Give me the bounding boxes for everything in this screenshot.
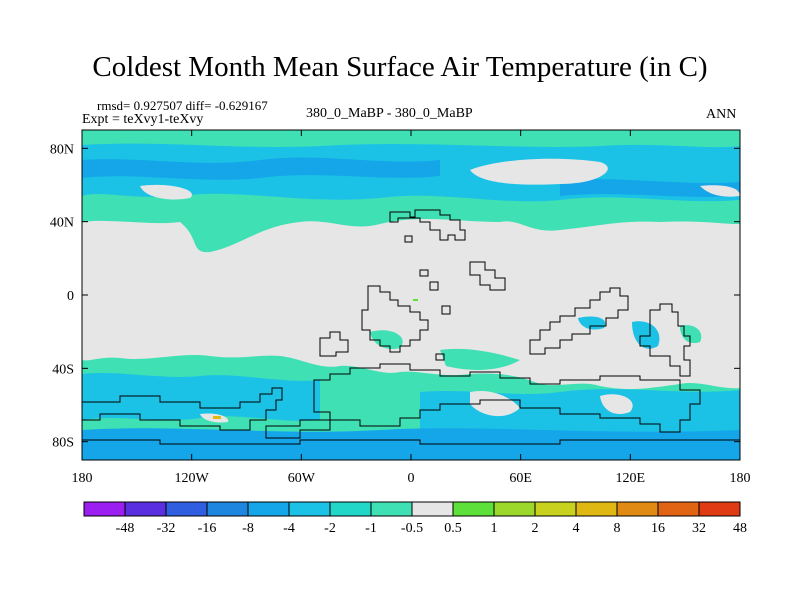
colorbar-swatch (329, 501, 372, 517)
outline-south-america-tip (319, 331, 349, 357)
y-tick-label: 40S (52, 362, 74, 377)
colorbar-swatch (452, 501, 495, 517)
outline-asia-se (529, 287, 629, 355)
colorbar-label: 48 (733, 521, 747, 536)
x-tick-label: 120W (175, 471, 210, 486)
field-northern-dark-strip (82, 157, 440, 180)
x-tick-label: 60E (509, 471, 532, 486)
outline-peninsula (265, 419, 331, 439)
colorbar-label: -32 (157, 521, 176, 536)
colorbar-label: -0.5 (401, 521, 423, 536)
outline-small-island-1 (419, 269, 429, 277)
colorbar-label: 16 (651, 521, 665, 536)
outline-small-island-2 (429, 281, 439, 291)
colorbar-swatch (575, 501, 618, 517)
colorbar-label: 1 (491, 521, 498, 536)
outline-small-island-3 (441, 305, 451, 315)
x-tick-label: 60W (288, 471, 316, 486)
outline-antarctica-east (313, 363, 701, 433)
field-southern-patch-1 (470, 390, 520, 417)
y-tick-label: 0 (67, 289, 74, 304)
outline-antarctic-coast (82, 439, 740, 445)
outline-australia (639, 303, 691, 377)
outline-africa-horn (469, 261, 506, 291)
continent-outlines (82, 209, 740, 445)
field-tropical-patch-4 (680, 325, 702, 344)
colorbar-swatch (493, 501, 536, 517)
y-tick-label: 40N (50, 216, 74, 231)
colorbar-label: -4 (283, 521, 295, 536)
colorbar-swatch (534, 501, 577, 517)
x-tick-label: 180 (730, 471, 751, 486)
field-arctic-patch-3 (700, 185, 740, 197)
x-tick-label: 0 (408, 471, 415, 486)
colorbar-swatch (616, 501, 659, 517)
colorbar-swatch (206, 501, 249, 517)
colorbar-swatch (247, 501, 290, 517)
x-tick-label: 180 (72, 471, 93, 486)
colorbar-label: -16 (198, 521, 217, 536)
field-southern-patch-2 (600, 394, 633, 415)
field-southern-band (82, 373, 320, 421)
field-neutral-central-band (82, 218, 740, 390)
colorbar-swatch (370, 501, 413, 517)
chart-title: Coldest Month Mean Surface Air Temperatu… (92, 51, 708, 83)
outline-north-2 (404, 235, 413, 243)
season-label: ANN (706, 107, 737, 122)
field-positive-spot-1 (413, 299, 418, 301)
colorbar-label: 4 (573, 521, 580, 536)
colorbar-swatch (83, 501, 126, 517)
field-tropical-patch-5 (440, 348, 520, 370)
colorbar-swatch (288, 501, 331, 517)
colorbar-swatch (411, 501, 454, 517)
field-tropical-patch-1 (370, 330, 403, 350)
x-tick-label: 120E (616, 471, 646, 486)
stats-text: rmsd= 0.927507 diff= -0.629167 (97, 98, 268, 113)
experiment-text: Expt = teXvy1-teXvy (82, 112, 204, 127)
axis-layer: 180 120W 60W 0 60E 120E 180 80N 40N 0 40S 80S (50, 130, 751, 486)
colorbar-swatch (657, 501, 700, 517)
colorbar-label: 8 (614, 521, 621, 536)
outline-small-island-4 (435, 353, 445, 361)
outline-africa (361, 285, 429, 353)
colorbar-label: 2 (532, 521, 539, 536)
outline-antarctica-west (82, 387, 283, 431)
field-arctic-patch-2 (140, 184, 192, 200)
y-tick-label: 80N (50, 142, 74, 157)
colorbar-label: -8 (242, 521, 254, 536)
field-northern-dark-strip-2 (560, 179, 740, 197)
colorbar-swatch (698, 501, 741, 517)
colorbar-swatch (124, 501, 167, 517)
temperature-field (82, 130, 740, 460)
field-positive-spot-2 (213, 416, 221, 419)
colorbar-label: 32 (692, 521, 706, 536)
colorbar: -48 -32 -16 -8 -4 -2 -1 -0.5 0.5 1 2 4 8 16 32 48 (83, 501, 747, 536)
colorbar-label: 0.5 (444, 521, 462, 536)
colorbar-swatch (165, 501, 208, 517)
colorbar-label: -2 (324, 521, 336, 536)
field-antarctic-dark-band (82, 428, 740, 460)
colorbar-label: -48 (116, 521, 135, 536)
outline-north-1 (389, 209, 466, 241)
field-tropical-patch-3 (632, 321, 660, 349)
y-tick-label: 80S (52, 436, 74, 451)
field-arctic-patch-1 (470, 158, 608, 185)
colorbar-label: -1 (365, 521, 377, 536)
comparison-text: 380_0_MaBP - 380_0_MaBP (306, 106, 473, 121)
